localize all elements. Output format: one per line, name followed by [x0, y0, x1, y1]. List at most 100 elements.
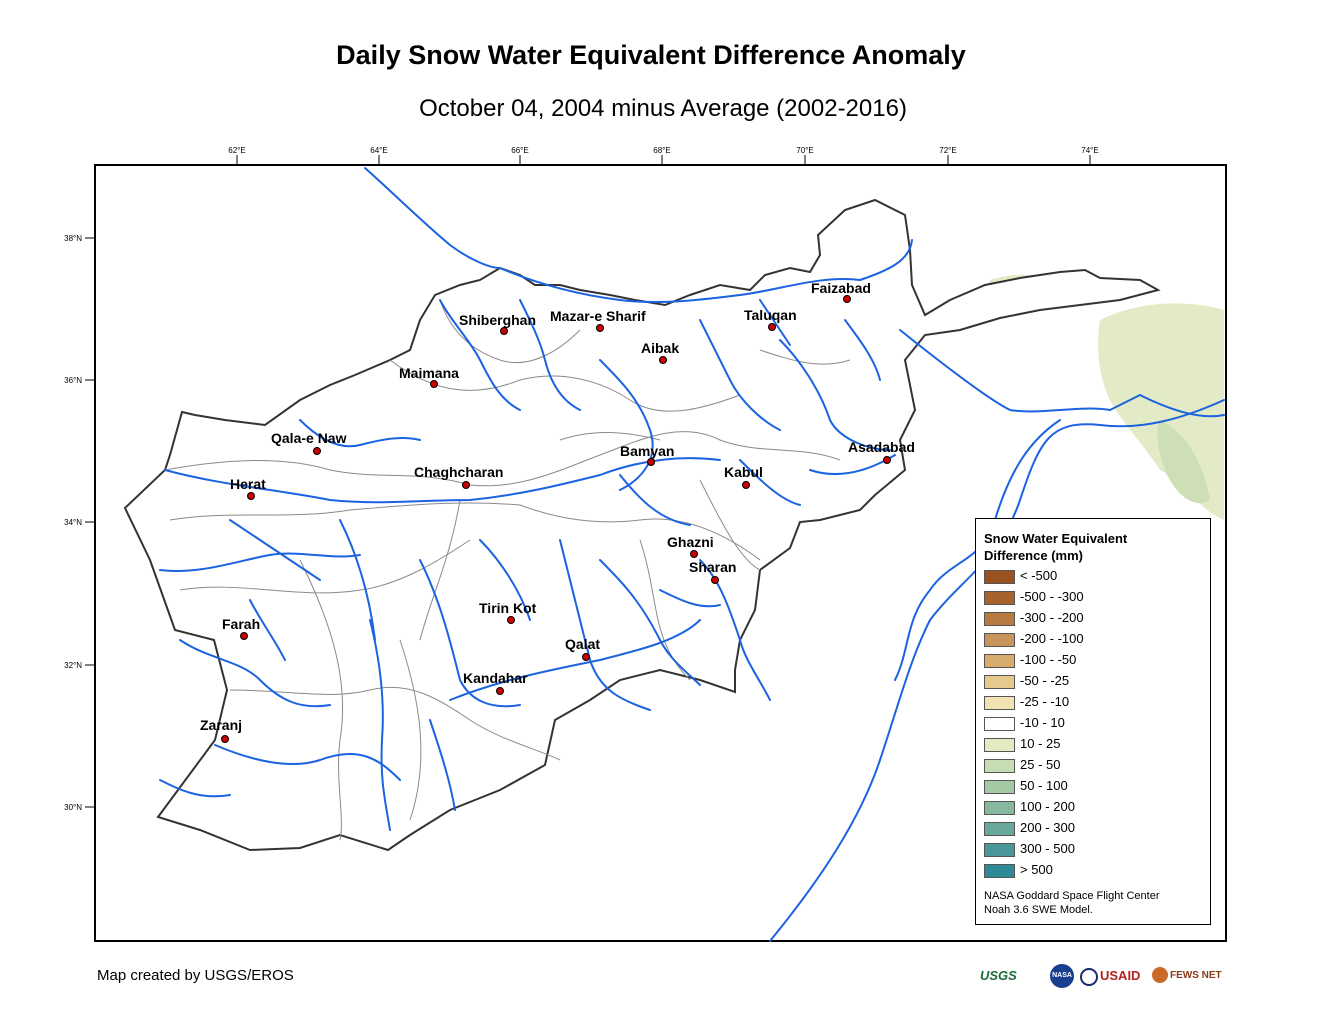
tick-38n: 38°N: [64, 234, 82, 243]
legend-swatch: [984, 864, 1015, 878]
legend-label: -200 - -100: [1020, 631, 1084, 646]
city-marker-zaranj: [221, 735, 229, 743]
city-marker-chaghcharan: [462, 481, 470, 489]
longitude-ticks: 62°E 64°E 66°E 68°E 70°E 72°E 74°E: [228, 146, 1099, 165]
tick-72e: 72°E: [939, 146, 956, 155]
city-label-chaghcharan: Chaghcharan: [414, 464, 503, 480]
city-label-mazar-e-sharif: Mazar-e Sharif: [550, 308, 646, 324]
legend-title-line1: Snow Water Equivalent: [984, 531, 1128, 546]
legend: Snow Water Equivalent Difference (mm) < …: [975, 518, 1211, 925]
legend-swatch: [984, 570, 1015, 584]
fewsnet-globe-icon: [1152, 967, 1168, 984]
city-marker-mazar-e-sharif: [596, 324, 604, 332]
city-marker-aibak: [659, 356, 667, 364]
city-marker-kabul: [742, 481, 750, 489]
city-label-herat: Herat: [230, 476, 266, 492]
city-marker-qalat: [582, 653, 590, 661]
legend-note-line1: NASA Goddard Space Flight Center: [984, 890, 1160, 902]
fewsnet-logo-text: FEWS NET: [1170, 970, 1222, 981]
tick-30n: 30°N: [64, 803, 82, 812]
city-label-maimana: Maimana: [399, 365, 459, 381]
city-marker-sharan: [711, 576, 719, 584]
city-marker-taluqan: [768, 323, 776, 331]
city-label-aibak: Aibak: [641, 340, 679, 356]
usaid-seal-icon: [1080, 967, 1098, 986]
legend-swatch: [984, 738, 1015, 752]
map-title: Daily Snow Water Equivalent Difference A…: [336, 40, 966, 70]
nasa-logo: NASA: [1050, 964, 1074, 988]
city-label-farah: Farah: [222, 616, 260, 632]
legend-label: > 500: [1020, 862, 1053, 877]
usaid-logo-text: USAID: [1100, 968, 1141, 983]
usaid-logo: USAID: [1080, 962, 1140, 990]
tick-66e: 66°E: [511, 146, 528, 155]
legend-title-line2: Difference (mm): [984, 548, 1083, 563]
usgs-logo-text: USGS: [980, 968, 1017, 983]
city-label-zaranj: Zaranj: [200, 717, 242, 733]
city-marker-farah: [240, 632, 248, 640]
legend-label: 200 - 300: [1020, 820, 1075, 835]
tick-36n: 36°N: [64, 376, 82, 385]
city-label-faizabad: Faizabad: [811, 280, 871, 296]
legend-swatch: [984, 696, 1015, 710]
legend-swatch: [984, 654, 1015, 668]
city-label-ghazni: Ghazni: [667, 534, 714, 550]
city-label-qala-e-naw: Qala-e Naw: [271, 430, 347, 446]
legend-swatch: [984, 612, 1015, 626]
legend-swatch: [984, 633, 1015, 647]
latitude-ticks: 38°N 36°N 34°N 32°N 30°N: [64, 234, 95, 812]
legend-swatch: [984, 843, 1015, 857]
legend-swatch: [984, 759, 1015, 773]
city-marker-kandahar: [496, 687, 504, 695]
city-label-sharan: Sharan: [689, 559, 736, 575]
city-marker-bamyan: [647, 458, 655, 466]
tick-32n: 32°N: [64, 661, 82, 670]
basin-boundaries: [164, 299, 851, 841]
usgs-logo: USGS: [980, 962, 1017, 990]
city-marker-qala-e-naw: [313, 447, 321, 455]
legend-title: Snow Water Equivalent Difference (mm): [984, 530, 1184, 564]
city-marker-faizabad: [843, 295, 851, 303]
legend-swatch: [984, 717, 1015, 731]
city-marker-ghazni: [690, 550, 698, 558]
city-marker-herat: [247, 492, 255, 500]
legend-label: -100 - -50: [1020, 652, 1077, 667]
city-label-shiberghan: Shiberghan: [459, 312, 536, 328]
legend-label: < -500: [1020, 568, 1058, 583]
legend-swatch: [984, 822, 1015, 836]
city-label-kabul: Kabul: [724, 464, 763, 480]
legend-label: -500 - -300: [1020, 589, 1084, 604]
rivers: [159, 167, 1225, 942]
legend-swatch: [984, 780, 1015, 794]
legend-label: -10 - 10: [1020, 715, 1065, 730]
city-marker-asadabad: [883, 456, 891, 464]
legend-label: 300 - 500: [1020, 841, 1075, 856]
legend-swatch: [984, 675, 1015, 689]
legend-label: 100 - 200: [1020, 799, 1075, 814]
city-label-asadabad: Asadabad: [848, 439, 915, 455]
tick-70e: 70°E: [796, 146, 813, 155]
logo-strip: USGS NASA USAID FEWS NET: [980, 962, 1230, 992]
legend-label: 10 - 25: [1020, 736, 1061, 751]
nasa-logo-text: NASA: [1052, 972, 1072, 979]
city-labels: Faizabad Shiberghan Mazar-e Sharif Taluq…: [200, 280, 915, 733]
city-marker-maimana: [430, 380, 438, 388]
map-subtitle: October 04, 2004 minus Average (2002-201…: [419, 95, 907, 122]
fewsnet-logo: FEWS NET: [1152, 962, 1222, 990]
legend-label: -300 - -200: [1020, 610, 1084, 625]
legend-swatch: [984, 591, 1015, 605]
legend-label: 25 - 50: [1020, 757, 1061, 772]
city-label-qalat: Qalat: [565, 636, 600, 652]
city-label-kandahar: Kandahar: [463, 670, 528, 686]
city-markers: [221, 295, 891, 743]
legend-label: 50 - 100: [1020, 778, 1068, 793]
legend-note: NASA Goddard Space Flight Center Noah 3.…: [984, 889, 1159, 917]
legend-note-line2: Noah 3.6 SWE Model.: [984, 904, 1093, 916]
tick-74e: 74°E: [1081, 146, 1098, 155]
city-label-tirin-kot: Tirin Kot: [479, 600, 537, 616]
city-marker-tirin-kot: [507, 616, 515, 624]
tick-68e: 68°E: [653, 146, 670, 155]
legend-label: -25 - -10: [1020, 694, 1070, 709]
city-label-bamyan: Bamyan: [620, 443, 674, 459]
tick-34n: 34°N: [64, 518, 82, 527]
